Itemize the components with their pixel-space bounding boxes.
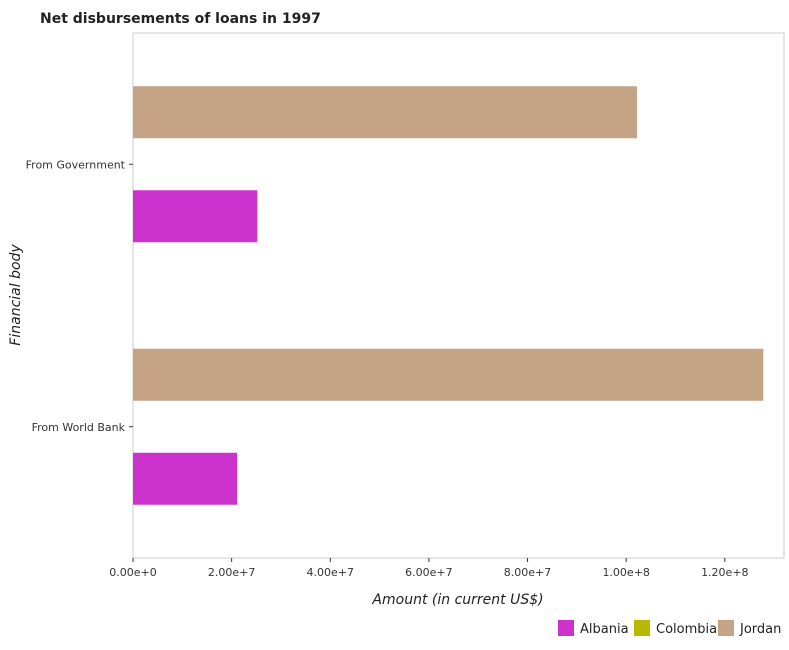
y-axis-label: Financial body	[8, 244, 24, 346]
bar-jordan-1	[133, 348, 764, 401]
legend-label-jordan: Jordan	[739, 622, 781, 637]
x-tick-label: 8.00e+7	[504, 566, 551, 579]
legend-swatch-colombia	[634, 620, 650, 636]
y-tick-label: From World Bank	[32, 421, 126, 434]
legend-swatch-jordan	[718, 620, 734, 636]
x-tick-label: 6.00e+7	[405, 566, 452, 579]
x-tick-label: 2.00e+7	[208, 566, 255, 579]
legend-label-colombia: Colombia	[656, 622, 717, 637]
x-tick-label: 1.20e+8	[701, 566, 748, 579]
x-tick-label: 4.00e+7	[307, 566, 354, 579]
chart-title: Net disbursements of loans in 1997	[40, 11, 321, 27]
legend: Albania Colombia Jordan	[558, 620, 781, 637]
x-axis-label: Amount (in current US$)	[371, 592, 543, 608]
x-axis-ticks: 0.00e+0 2.00e+7 4.00e+7 6.00e+7 8.00e+7 1.00e…	[109, 558, 749, 579]
x-tick-label: 0.00e+0	[109, 566, 156, 579]
x-tick-label: 1.00e+8	[602, 566, 649, 579]
y-axis-ticks: From Government From World Bank	[26, 158, 133, 434]
bar-albania-0	[133, 190, 258, 243]
y-tick-label: From Government	[26, 158, 126, 171]
bar-albania-1	[133, 452, 238, 505]
legend-swatch-albania	[558, 620, 574, 636]
legend-label-albania: Albania	[580, 622, 629, 637]
bar-jordan-0	[133, 86, 638, 139]
bars-group	[133, 86, 764, 505]
plot-area-frame	[132, 32, 785, 559]
